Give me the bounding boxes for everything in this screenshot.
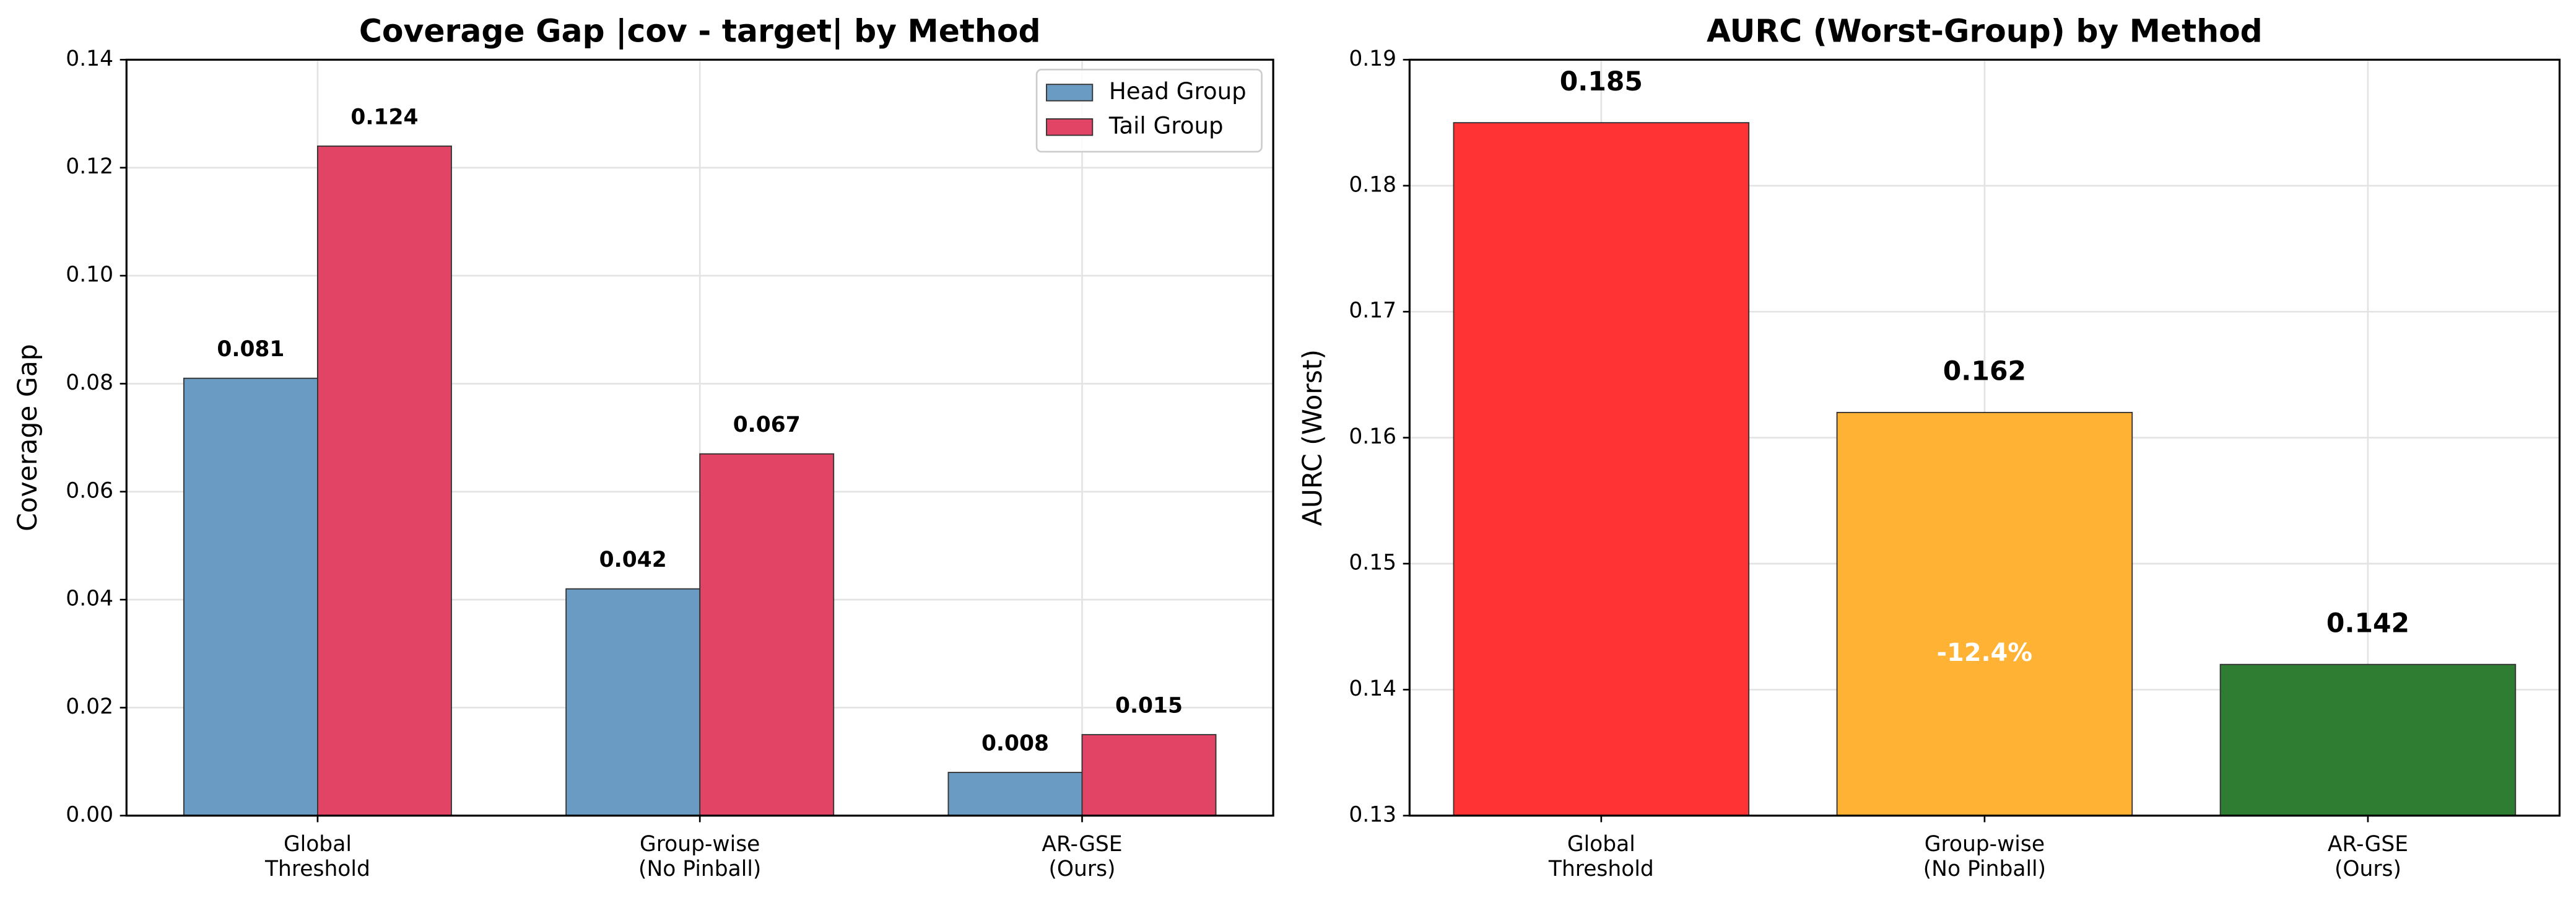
y-tick-label: 0.17 (1349, 299, 1396, 323)
y-tick-label: 0.02 (66, 694, 113, 719)
y-tick-label: 0.06 (66, 478, 113, 503)
y-tick-label: 0.14 (66, 46, 113, 71)
x-tick-label: (No Pinball) (638, 857, 761, 881)
value-label: 0.008 (981, 731, 1049, 756)
x-tick-label: (Ours) (2334, 857, 2401, 881)
bar (699, 453, 835, 816)
y-tick-label: 0.18 (1349, 172, 1396, 197)
y-tick-label: 0.08 (66, 370, 113, 395)
x-tick-label: Group-wise (1925, 832, 2045, 857)
y-tick-label: 0.16 (1349, 424, 1396, 449)
value-label: 0.081 (217, 337, 284, 362)
y-tick-label: 0.19 (1349, 46, 1396, 71)
y-axis-label: AURC (Worst) (1298, 349, 1328, 526)
value-label: 0.124 (350, 105, 418, 129)
x-tick-label: Threshold (264, 857, 370, 881)
y-tick-label: 0.13 (1349, 802, 1396, 827)
chart-title: AURC (Worst-Group) by Method (1707, 12, 2263, 49)
y-tick-label: 0.14 (1349, 676, 1396, 701)
y-tick-label: 0.00 (66, 802, 113, 827)
x-tick-label: Threshold (1548, 857, 1654, 881)
bar (316, 145, 452, 816)
bar (565, 588, 701, 816)
legend-swatch (1046, 118, 1094, 136)
value-label: 0.185 (1560, 67, 1643, 97)
legend: Head Group Tail Group (1035, 68, 1263, 153)
x-tick-label: Group-wise (640, 832, 760, 857)
value-label: 0.162 (1943, 357, 2026, 387)
bar (2219, 663, 2517, 816)
y-axis-label: Coverage Gap (13, 344, 43, 531)
x-tick-label: (Ours) (1048, 857, 1115, 881)
bar (183, 377, 318, 816)
x-tick-label: (No Pinball) (1923, 857, 2046, 881)
x-tick-label: Global (284, 832, 352, 857)
annotation: -12.4% (1937, 639, 2033, 667)
legend-label: Head Group (1109, 78, 1247, 105)
y-tick-label: 0.04 (66, 587, 113, 611)
legend-label: Tail Group (1108, 113, 1224, 139)
y-tick-label: 0.10 (66, 263, 113, 287)
legend-swatch (1046, 84, 1094, 102)
plot-frame (125, 58, 1274, 817)
y-tick-label: 0.15 (1349, 551, 1396, 575)
value-label: 0.042 (599, 548, 667, 572)
x-tick-label: AR-GSE (2328, 832, 2408, 857)
value-label: 0.142 (2326, 609, 2409, 639)
bar (1453, 122, 1750, 816)
bar (1081, 734, 1217, 816)
plot-frame (1408, 58, 2561, 817)
chart-title: Coverage Gap |cov - target| by Method (359, 12, 1041, 49)
value-label: 0.015 (1115, 693, 1183, 718)
x-tick-label: AR-GSE (1042, 832, 1122, 857)
bar (947, 772, 1083, 816)
x-tick-label: Global (1567, 832, 1635, 857)
value-label: 0.067 (733, 413, 801, 437)
y-tick-label: 0.12 (66, 154, 113, 179)
bar (1836, 411, 2133, 816)
